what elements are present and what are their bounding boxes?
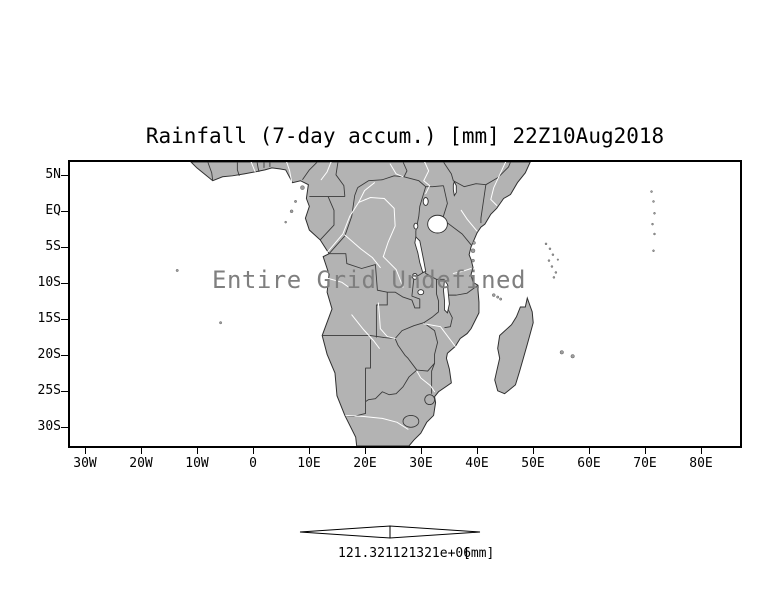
y-tick-label: 25S <box>37 383 61 398</box>
y-tick-mark <box>61 319 68 320</box>
x-tick-mark <box>421 448 422 454</box>
x-tick-label: 10W <box>185 456 209 471</box>
lake-albert <box>422 197 429 206</box>
y-tick-label: EQ <box>45 203 61 218</box>
x-tick-label: 40E <box>465 456 489 471</box>
x-tick-label: 30E <box>409 456 433 471</box>
y-tick-label: 15S <box>37 311 61 326</box>
landmass <box>190 162 534 446</box>
y-tick-label: 30S <box>37 419 61 434</box>
colorbar-left-arrow <box>299 525 391 539</box>
x-tick-label: 10E <box>297 456 321 471</box>
x-tick-label: 70E <box>633 456 657 471</box>
y-tick-mark <box>61 211 68 212</box>
y-tick-mark <box>61 283 68 284</box>
colorbar <box>299 525 481 539</box>
colorbar-right-arrow <box>389 525 481 539</box>
x-tick-label: 60E <box>577 456 601 471</box>
africa-mainland <box>190 162 531 446</box>
y-tick-mark <box>61 391 68 392</box>
x-tick-mark <box>477 448 478 454</box>
rivers <box>250 162 507 430</box>
madagascar-island <box>494 296 534 395</box>
x-tick-label: 20W <box>129 456 153 471</box>
x-tick-mark <box>309 448 310 454</box>
lakes <box>411 180 457 314</box>
y-tick-label: 10S <box>37 275 61 290</box>
lake-bangweulu <box>417 289 425 296</box>
x-tick-label: 20E <box>353 456 377 471</box>
x-tick-mark <box>253 448 254 454</box>
chart-title: Rainfall (7-day accum.) [mm] 22Z10Aug201… <box>145 124 665 148</box>
y-tick-label: 5N <box>45 167 61 182</box>
x-tick-mark <box>645 448 646 454</box>
lake-kivu <box>413 222 419 230</box>
y-tick-mark <box>61 175 68 176</box>
lesotho-border <box>402 414 420 428</box>
x-tick-mark <box>197 448 198 454</box>
x-tick-label: 30W <box>73 456 97 471</box>
y-tick-mark <box>61 247 68 248</box>
lake-mweru <box>411 272 418 280</box>
x-tick-mark <box>85 448 86 454</box>
colorbar-units-label: [mm] <box>463 546 495 561</box>
x-tick-label: 80E <box>689 456 713 471</box>
lake-turkana <box>452 180 457 197</box>
x-tick-label: 50E <box>521 456 545 471</box>
x-tick-mark <box>533 448 534 454</box>
lake-tanganyika <box>414 236 427 274</box>
x-tick-mark <box>701 448 702 454</box>
x-tick-mark <box>589 448 590 454</box>
x-tick-mark <box>141 448 142 454</box>
x-tick-label: 0 <box>249 456 257 471</box>
y-tick-mark <box>61 427 68 428</box>
lake-victoria <box>427 214 448 234</box>
y-tick-label: 5S <box>45 239 61 254</box>
x-tick-mark <box>365 448 366 454</box>
africa-map <box>175 162 656 446</box>
map-plot-area: Entire Grid Undefined <box>68 160 742 448</box>
lake-malawi <box>443 279 450 314</box>
undefined-grid-message: Entire Grid Undefined <box>212 266 526 294</box>
island-dots <box>175 185 656 359</box>
y-tick-label: 20S <box>37 347 61 362</box>
y-tick-mark <box>61 355 68 356</box>
swaziland-border <box>424 394 436 406</box>
colorbar-value-label: 121.321121321e+06 <box>338 546 472 561</box>
